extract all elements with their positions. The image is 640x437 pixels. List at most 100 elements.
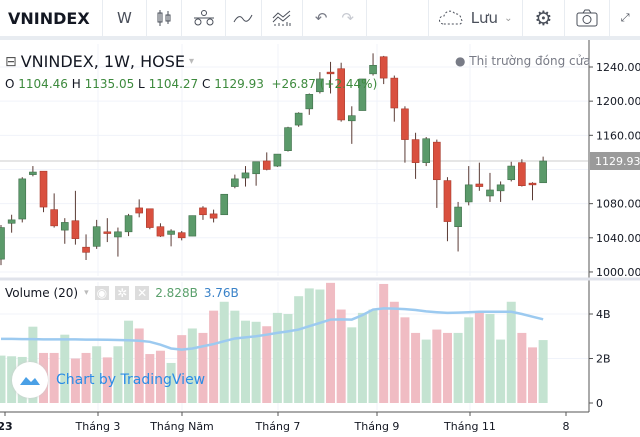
candle <box>539 160 547 184</box>
save-label: Lưu <box>470 9 499 27</box>
candle <box>252 161 260 175</box>
candle <box>103 231 112 234</box>
candle <box>50 209 58 227</box>
indicators-icon[interactable] <box>182 0 226 36</box>
volume-bar <box>92 346 102 403</box>
candle <box>369 64 377 75</box>
market-status-text: Thị trường đóng cửa <box>469 54 591 68</box>
volume-bar <box>81 352 91 403</box>
volume-bar <box>49 352 59 403</box>
time-tick-label: Tháng Năm <box>149 420 214 433</box>
candle <box>209 213 218 219</box>
volume-bar <box>421 339 431 403</box>
camera-icon[interactable] <box>565 0 611 36</box>
volume-tick-label: 4B <box>596 308 611 321</box>
price-chart[interactable]: 1240.00 1200.00 1160.00 1080.00 1040.00 1000.… <box>0 40 640 437</box>
compare-icon[interactable] <box>262 0 304 36</box>
candle <box>496 184 505 192</box>
price-tick-label: 1040.00 <box>596 232 640 245</box>
series-title[interactable]: VNINDEX, 1W, HOSE <box>20 52 185 71</box>
redo-icon[interactable]: ↷ <box>341 9 354 27</box>
settings-gear-icon[interactable]: ⚙ <box>523 0 565 36</box>
volume-title[interactable]: Volume (20) <box>5 286 79 300</box>
time-tick-label: 23 <box>0 420 13 433</box>
volume-bar <box>485 314 495 403</box>
tradingview-watermark[interactable]: Chart by TradingView <box>12 362 205 398</box>
candle <box>284 127 292 151</box>
candle <box>528 182 537 186</box>
last-price-tag <box>590 151 640 170</box>
interval-button[interactable]: W <box>103 0 147 36</box>
volume-bar <box>304 288 314 403</box>
candle <box>358 78 367 111</box>
low-value: 1104.27 <box>148 77 199 91</box>
candle <box>82 246 90 253</box>
volume-bar <box>400 317 410 403</box>
candle <box>146 208 154 228</box>
series-legend: ⊟ VNINDEX, 1W, HOSE ▾ <box>5 52 194 71</box>
candle <box>135 207 143 214</box>
symbol-search-button[interactable]: VNINDEX <box>0 0 104 36</box>
volume-bar <box>357 312 367 403</box>
candle <box>18 178 27 220</box>
price-tick-label: 1200.00 <box>596 95 640 108</box>
close-label: C <box>202 77 211 91</box>
volume-bar <box>134 328 144 403</box>
volume-bar <box>283 314 293 403</box>
collapse-icon[interactable]: ⊟ <box>5 53 17 70</box>
close-icon[interactable]: ✕ <box>135 286 150 300</box>
tradingview-logo-icon <box>12 362 48 398</box>
volume-bar <box>315 289 325 403</box>
volume-bar <box>336 309 346 403</box>
volume-bar <box>326 282 336 403</box>
fullscreen-icon[interactable]: ⤢ <box>620 11 630 24</box>
volume-bar <box>262 326 272 403</box>
candle <box>241 172 250 179</box>
visibility-icon[interactable]: ◉ <box>94 286 110 300</box>
cloud-icon <box>438 10 463 25</box>
price-axis-bg <box>589 40 640 437</box>
volume-bar <box>7 356 17 403</box>
candle <box>390 77 399 109</box>
candle <box>167 230 175 235</box>
chevron-down-icon: ⌄ <box>504 12 513 24</box>
candle <box>316 78 324 93</box>
candles-icon[interactable] <box>147 0 183 36</box>
settings-icon[interactable]: ✲ <box>115 286 130 300</box>
volume-bar <box>442 332 452 403</box>
candle <box>114 231 122 238</box>
time-tick-label: Tháng 3 <box>75 420 121 433</box>
volume-bar <box>177 335 187 403</box>
candle <box>199 207 207 216</box>
volume-ma-line <box>1 307 544 351</box>
volume-bar <box>187 328 197 403</box>
volume-bar <box>538 340 548 403</box>
chevron-down-icon[interactable]: ▾ <box>188 56 194 67</box>
line-tool-icon[interactable] <box>226 0 262 36</box>
open-value: 1104.46 <box>18 77 68 91</box>
candle <box>220 193 229 216</box>
volume-bar <box>389 301 399 403</box>
candle <box>326 71 335 75</box>
price-tick-label: 1080.00 <box>596 198 640 211</box>
volume-bar <box>379 283 389 403</box>
volume-bar <box>474 311 484 403</box>
candle <box>7 219 16 224</box>
candle <box>347 115 356 122</box>
chevron-down-icon[interactable]: ▾ <box>84 288 89 298</box>
volume-legend: Volume (20) ▾ ◉ ✲ ✕ 2.828B 3.76B <box>5 286 239 300</box>
volume-bar <box>0 355 6 403</box>
candle <box>464 184 473 203</box>
volume-bar <box>294 296 304 403</box>
volume-bar <box>155 350 165 403</box>
volume-bar <box>124 320 134 403</box>
candle <box>337 68 345 121</box>
volume-bar <box>464 317 474 403</box>
save-button[interactable]: Lưu ⌄ <box>428 0 524 36</box>
open-label: O <box>5 77 15 91</box>
undo-icon[interactable]: ↶ <box>314 9 328 27</box>
candle <box>262 160 271 170</box>
volume-bar <box>368 309 378 403</box>
undo-redo-group: ↶ ↷ <box>303 0 367 36</box>
candle <box>294 112 303 126</box>
